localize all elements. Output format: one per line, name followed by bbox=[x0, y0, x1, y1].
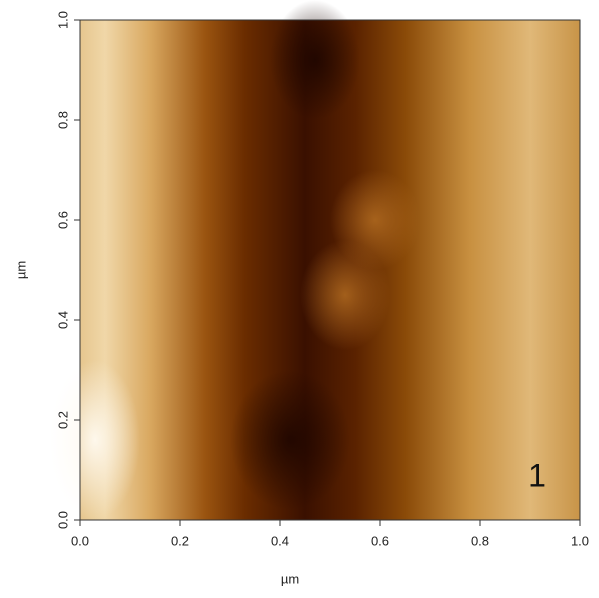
x-tick-label: 0.0 bbox=[71, 533, 89, 548]
y-tick-label: 0.8 bbox=[55, 111, 70, 129]
y-tick-label: 0.4 bbox=[55, 311, 70, 329]
x-tick-label: 1.0 bbox=[571, 533, 589, 548]
y-tick-label: 0.0 bbox=[55, 511, 70, 529]
afm-image bbox=[50, 0, 580, 520]
x-axis-label: µm bbox=[281, 571, 299, 586]
annotation: 1 bbox=[528, 457, 546, 493]
y-tick-label: 0.2 bbox=[55, 411, 70, 429]
x-tick-label: 0.6 bbox=[371, 533, 389, 548]
y-tick-label: 1.0 bbox=[55, 11, 70, 29]
x-tick-label: 0.8 bbox=[471, 533, 489, 548]
x-tick-label: 0.2 bbox=[171, 533, 189, 548]
y-axis-label: µm bbox=[13, 261, 28, 279]
x-tick-label: 0.4 bbox=[271, 533, 289, 548]
plot-frame bbox=[79, 19, 581, 521]
y-tick-label: 0.6 bbox=[55, 211, 70, 229]
